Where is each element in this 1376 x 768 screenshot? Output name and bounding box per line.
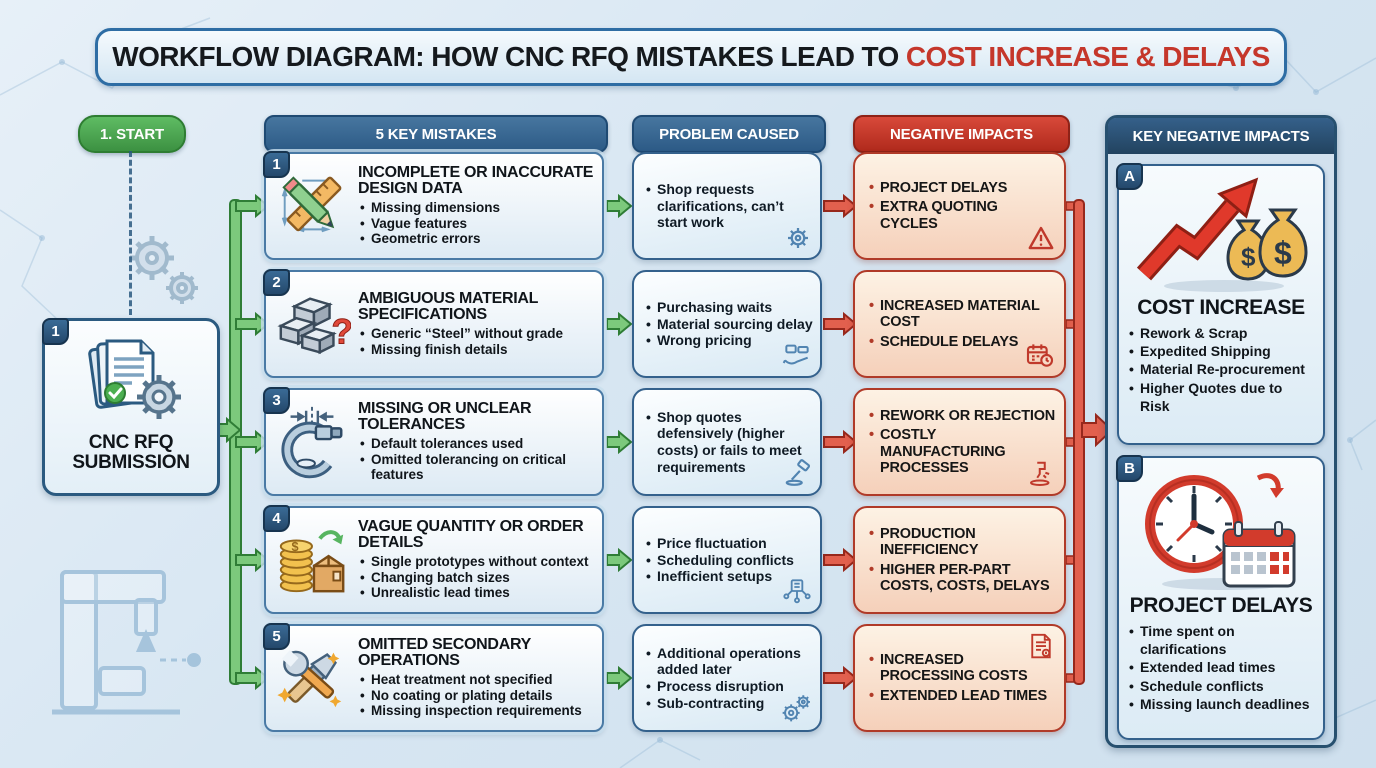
impact-bullets: PROJECT DELAYS EXTRA QUOTING CYCLES	[855, 177, 1064, 235]
coins-box-icon: $	[279, 530, 345, 593]
problem-bullets: Additional operations added later Proces…	[634, 645, 820, 711]
column-header-key-impacts: KEY NEGATIVE IMPACTS	[1108, 118, 1334, 154]
svg-text:$: $	[1241, 242, 1256, 272]
problem-bullets: Shop requests clarifications, can’t star…	[634, 181, 820, 231]
mistake-number-badge: 4	[263, 505, 290, 532]
cnc-machine-decoration	[52, 570, 201, 715]
gavel-icon	[785, 459, 811, 486]
card-bullets: Rework & Scrap Expedited Shipping Materi…	[1127, 324, 1315, 415]
mistake-box-2: 2 ? AMBIGUOUS MATERIAL SPECIFICATIONS Ge…	[263, 269, 604, 378]
problem-bullets: Purchasing waits Material sourcing delay…	[634, 299, 819, 349]
key-negative-impacts-panel: KEY NEGATIVE IMPACTS A $ $ COST INCREASE…	[1105, 115, 1337, 748]
clock-calendar-icon	[1145, 473, 1296, 590]
column-header-impacts: NEGATIVE IMPACTS	[853, 115, 1070, 153]
mistake-title: AMBIGUOUS MATERIAL SPECIFICATIONS	[358, 289, 538, 323]
column-header-start: 1. START	[78, 115, 186, 153]
problem-box-2: Purchasing waits Material sourcing delay…	[632, 270, 822, 378]
milling-machine-icon	[1030, 461, 1050, 487]
mistake-bullets: Missing dimensions Vague features Geomet…	[358, 200, 594, 247]
key-impact-card-cost-increase: A $ $ COST INCREASE Rework & Scrap Exped…	[1116, 163, 1325, 445]
impact-bullets: INCREASED MATERIAL COST SCHEDULE DELAYS	[855, 295, 1064, 353]
svg-text:$: $	[1274, 235, 1292, 271]
card-title: COST INCREASE	[1137, 296, 1305, 319]
micrometer-icon	[281, 406, 343, 479]
impact-box-2: INCREASED MATERIAL COST SCHEDULE DELAYS	[853, 270, 1066, 378]
mistake-title: OMITTED SECONDARY OPERATIONS	[358, 636, 531, 670]
start-node-cnc-rfq-submission: 1 CNC RFQ SUBMISSION	[42, 318, 220, 496]
problem-box-5: Additional operations added later Proces…	[632, 624, 822, 732]
svg-text:?: ?	[332, 313, 352, 352]
card-title: PROJECT DELAYS	[1129, 594, 1313, 617]
impact-box-4: PRODUCTION INEFFICIENCY HIGHER PER-PART …	[853, 506, 1066, 614]
mistake-title: MISSING OR UNCLEAR TOLERANCES	[358, 400, 532, 434]
card-badge: A	[1116, 163, 1143, 190]
documents-gear-check-icon	[88, 339, 181, 419]
impact-box-3: REWORK OR REJECTION COSTLY MANUFACTURING…	[853, 388, 1066, 496]
brush-wrench-icon	[277, 650, 342, 708]
card-bullets: Time spent on clarifications Extended le…	[1127, 622, 1315, 713]
start-node-label: CNC RFQ SUBMISSION	[72, 432, 190, 473]
document-info-icon	[1031, 633, 1051, 659]
mistake-bullets: Single prototypes without context Changi…	[358, 554, 594, 601]
problem-box-4: Price fluctuation Scheduling conflicts I…	[632, 506, 822, 614]
impact-box-5: INCREASED PROCESSING COSTS EXTENDED LEAD…	[853, 624, 1066, 732]
impact-box-1: PROJECT DELAYS EXTRA QUOTING CYCLES	[853, 152, 1066, 260]
rising-arrow-money-bags-icon: $ $	[1136, 177, 1308, 292]
hand-money-icon	[782, 344, 809, 365]
mistake-box-4: 4 $ VAGUE QUANTITY OR ORDER DETAILS Sing…	[263, 505, 604, 614]
problem-bullets: Price fluctuation Scheduling conflicts I…	[634, 535, 800, 585]
gears-icon	[782, 695, 810, 722]
warning-triangle-icon	[1028, 226, 1054, 250]
impact-bullets: REWORK OR REJECTION COSTLY MANUFACTURING…	[855, 405, 1064, 479]
mistake-number-badge: 2	[263, 269, 290, 296]
column-header-mistakes: 5 KEY MISTAKES	[264, 115, 608, 153]
problem-bullets: Shop quotes defensively (higher costs) o…	[634, 409, 820, 475]
metal-blocks-question-icon: ?	[277, 297, 352, 355]
start-number-badge: 1	[42, 318, 69, 345]
mistake-box-1: 1 INCOMPLETE OR INACCURATE DESIGN DATA M…	[263, 151, 604, 260]
diagram-title-bar: WORKFLOW DIAGRAM: HOW CNC RFQ MISTAKES L…	[95, 28, 1287, 86]
mistake-box-3: 3 MISSING OR UNCLEAR TOLERANCES Default …	[263, 387, 604, 496]
ruler-pencil-icon	[281, 176, 342, 233]
calendar-clock-icon	[1026, 344, 1054, 367]
problem-box-1: Shop requests clarifications, can’t star…	[632, 152, 822, 260]
mistake-bullets: Heat treatment not specified No coating …	[358, 672, 594, 719]
mistake-box-5: 5 OMITTED SECONDARY OPERATIONS Heat trea…	[263, 623, 604, 732]
impact-bullets: PRODUCTION INEFFICIENCY HIGHER PER-PART …	[855, 523, 1064, 597]
process-flow-icon	[783, 579, 811, 604]
column-header-problems: PROBLEM CAUSED	[632, 115, 826, 153]
key-impact-card-project-delays: B	[1116, 455, 1325, 740]
mistake-number-badge: 1	[263, 151, 290, 178]
svg-text:$: $	[292, 540, 299, 554]
page-title: WORKFLOW DIAGRAM: HOW CNC RFQ MISTAKES L…	[112, 41, 1270, 72]
mistake-bullets: Default tolerances used Omitted toleranc…	[358, 436, 594, 483]
mistake-bullets: Generic “Steel” without grade Missing fi…	[358, 326, 594, 357]
start-dashed-connector	[129, 151, 132, 315]
card-badge: B	[1116, 455, 1143, 482]
title-highlight: COST INCREASE & DELAYS	[905, 41, 1270, 72]
mistake-title: INCOMPLETE OR INACCURATE DESIGN DATA	[358, 164, 594, 198]
gear-icon	[788, 228, 808, 248]
gears-decoration	[130, 236, 198, 304]
problem-box-3: Shop quotes defensively (higher costs) o…	[632, 388, 822, 496]
impact-bullets: INCREASED PROCESSING COSTS EXTENDED LEAD…	[855, 649, 1064, 707]
mistake-number-badge: 5	[263, 623, 290, 650]
mistake-number-badge: 3	[263, 387, 290, 414]
mistake-title: VAGUE QUANTITY OR ORDER DETAILS	[358, 518, 584, 552]
